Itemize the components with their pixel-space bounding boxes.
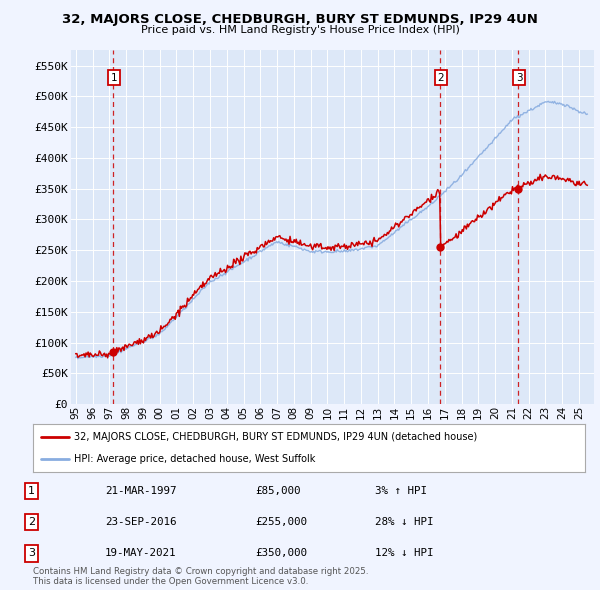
Text: 3: 3	[28, 549, 35, 558]
Text: 3: 3	[515, 73, 523, 83]
Text: 2: 2	[28, 517, 35, 527]
Text: 1: 1	[110, 73, 117, 83]
Text: 12% ↓ HPI: 12% ↓ HPI	[375, 549, 433, 558]
Text: 19-MAY-2021: 19-MAY-2021	[105, 549, 176, 558]
Text: 32, MAJORS CLOSE, CHEDBURGH, BURY ST EDMUNDS, IP29 4UN (detached house): 32, MAJORS CLOSE, CHEDBURGH, BURY ST EDM…	[74, 432, 478, 442]
Text: HPI: Average price, detached house, West Suffolk: HPI: Average price, detached house, West…	[74, 454, 316, 464]
Text: Contains HM Land Registry data © Crown copyright and database right 2025.: Contains HM Land Registry data © Crown c…	[33, 567, 368, 576]
Text: This data is licensed under the Open Government Licence v3.0.: This data is licensed under the Open Gov…	[33, 578, 308, 586]
Text: £85,000: £85,000	[255, 486, 301, 496]
Text: 1: 1	[28, 486, 35, 496]
Text: 23-SEP-2016: 23-SEP-2016	[105, 517, 176, 527]
Text: 3% ↑ HPI: 3% ↑ HPI	[375, 486, 427, 496]
Text: 21-MAR-1997: 21-MAR-1997	[105, 486, 176, 496]
Text: £350,000: £350,000	[255, 549, 307, 558]
Text: Price paid vs. HM Land Registry's House Price Index (HPI): Price paid vs. HM Land Registry's House …	[140, 25, 460, 35]
Text: £255,000: £255,000	[255, 517, 307, 527]
Text: 32, MAJORS CLOSE, CHEDBURGH, BURY ST EDMUNDS, IP29 4UN: 32, MAJORS CLOSE, CHEDBURGH, BURY ST EDM…	[62, 13, 538, 26]
Text: 28% ↓ HPI: 28% ↓ HPI	[375, 517, 433, 527]
Text: 2: 2	[438, 73, 445, 83]
